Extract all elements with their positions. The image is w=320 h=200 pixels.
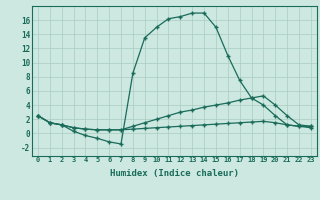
X-axis label: Humidex (Indice chaleur): Humidex (Indice chaleur) xyxy=(110,169,239,178)
